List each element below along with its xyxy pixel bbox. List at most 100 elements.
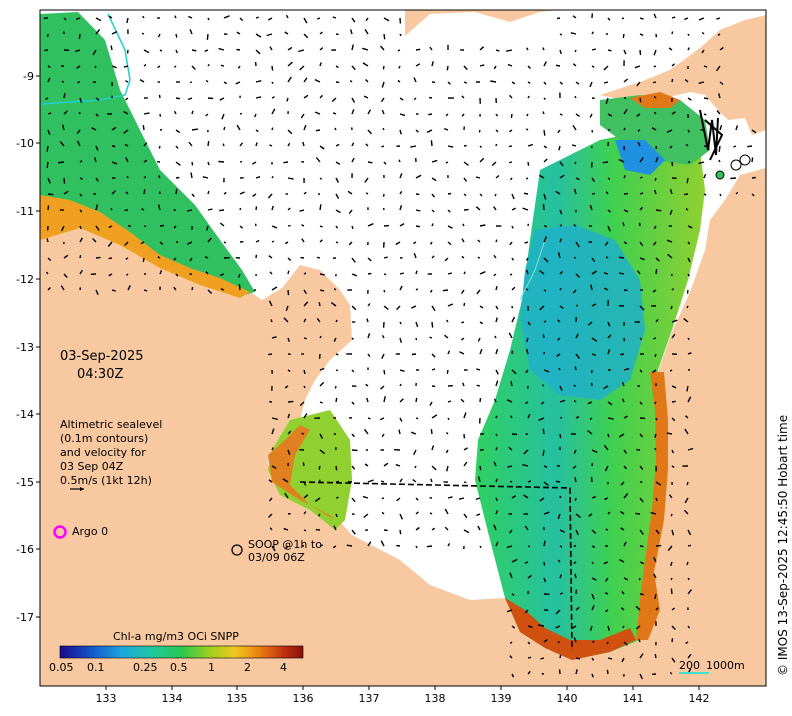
- velocity-arrow: [268, 497, 273, 502]
- velocity-arrow: [527, 656, 532, 659]
- velocity-arrow: [655, 269, 658, 275]
- velocity-arrow: [622, 382, 625, 387]
- velocity-arrow: [301, 432, 305, 435]
- velocity-arrow: [415, 209, 421, 212]
- velocity-arrow: [269, 527, 273, 531]
- velocity-arrow: [410, 431, 417, 435]
- velocity-arrow: [556, 17, 561, 20]
- velocity-arrow: [255, 80, 262, 83]
- soop-marker: [739, 154, 751, 166]
- velocity-arrow: [396, 497, 401, 502]
- velocity-arrow: [605, 191, 609, 195]
- velocity-arrow: [191, 161, 194, 166]
- velocity-arrow: [479, 46, 485, 51]
- velocity-arrow: [316, 17, 321, 20]
- velocity-arrow: [399, 321, 402, 325]
- colorbar-tick: 4: [280, 661, 287, 674]
- velocity-arrow: [559, 287, 562, 291]
- velocity-arrow: [334, 385, 337, 389]
- velocity-arrow: [543, 145, 548, 149]
- velocity-arrow: [687, 529, 692, 536]
- velocity-arrow: [303, 385, 306, 389]
- velocity-arrow: [684, 17, 689, 21]
- velocity-arrow: [335, 465, 338, 471]
- velocity-arrow: [559, 385, 563, 391]
- velocity-arrow: [46, 145, 49, 152]
- velocity-arrow: [219, 209, 225, 212]
- velocity-arrow: [431, 255, 435, 259]
- velocity-arrow: [351, 433, 355, 438]
- velocity-arrow: [301, 238, 305, 243]
- velocity-arrow: [46, 161, 49, 169]
- velocity-arrow: [319, 145, 325, 150]
- velocity-arrow: [236, 124, 241, 131]
- velocity-arrow: [623, 449, 628, 454]
- velocity-arrow: [591, 529, 597, 535]
- velocity-arrow: [555, 625, 561, 629]
- velocity-arrow: [558, 367, 561, 371]
- velocity-arrow: [703, 193, 707, 196]
- velocity-arrow: [61, 80, 65, 83]
- velocity-arrow: [669, 369, 673, 372]
- velocity-arrow: [476, 289, 481, 295]
- velocity-arrow: [623, 289, 628, 292]
- velocity-arrow: [271, 417, 278, 420]
- velocity-arrow: [431, 465, 437, 471]
- velocity-arrow: [543, 236, 548, 243]
- velocity-arrow: [381, 353, 385, 359]
- velocity-arrow: [351, 97, 356, 103]
- velocity-arrow: [511, 495, 517, 499]
- velocity-arrow: [367, 353, 371, 357]
- velocity-arrow: [269, 46, 273, 51]
- velocity-arrow: [509, 177, 513, 181]
- velocity-arrow: [475, 176, 481, 179]
- velocity-arrow: [684, 78, 689, 83]
- velocity-arrow: [175, 145, 179, 149]
- velocity-arrow: [236, 31, 241, 35]
- velocity-arrow: [557, 252, 561, 259]
- velocity-arrow: [524, 561, 529, 564]
- velocity-arrow: [207, 161, 210, 166]
- velocity-arrow: [751, 157, 754, 163]
- velocity-arrow: [271, 108, 276, 115]
- velocity-arrow: [283, 161, 289, 164]
- velocity-arrow: [527, 81, 531, 84]
- velocity-arrow: [575, 606, 580, 611]
- velocity-arrow: [543, 289, 547, 292]
- velocity-arrow: [687, 447, 694, 451]
- velocity-arrow: [415, 288, 419, 291]
- velocity-arrow: [45, 97, 49, 101]
- velocity-arrow: [570, 32, 577, 35]
- velocity-arrow: [302, 141, 305, 147]
- velocity-arrow: [460, 398, 465, 403]
- velocity-arrow: [479, 271, 486, 275]
- velocity-arrow: [126, 17, 129, 24]
- velocity-arrow: [111, 190, 116, 195]
- velocity-arrow: [683, 193, 689, 196]
- velocity-arrow: [271, 447, 274, 451]
- velocity-arrow: [284, 241, 289, 245]
- velocity-arrow: [671, 111, 676, 115]
- velocity-arrow: [463, 177, 468, 182]
- velocity-arrow: [399, 191, 403, 195]
- velocity-arrow: [362, 62, 369, 67]
- velocity-arrow: [557, 319, 561, 323]
- velocity-arrow: [429, 241, 433, 245]
- velocity-arrow: [463, 65, 468, 71]
- velocity-arrow: [222, 143, 225, 147]
- velocity-arrow: [510, 415, 513, 419]
- velocity-arrow: [461, 321, 465, 324]
- velocity-arrow: [111, 145, 116, 148]
- velocity-arrow: [654, 447, 657, 451]
- velocity-arrow: [267, 17, 273, 21]
- velocity-arrow: [431, 159, 438, 163]
- velocity-arrow: [444, 508, 449, 515]
- velocity-arrow: [383, 396, 386, 403]
- velocity-arrow: [269, 144, 273, 147]
- velocity-arrow: [287, 369, 291, 372]
- velocity-arrow: [111, 161, 118, 165]
- velocity-arrow: [271, 225, 278, 229]
- velocity-arrow: [639, 97, 642, 103]
- velocity-arrow: [522, 207, 529, 211]
